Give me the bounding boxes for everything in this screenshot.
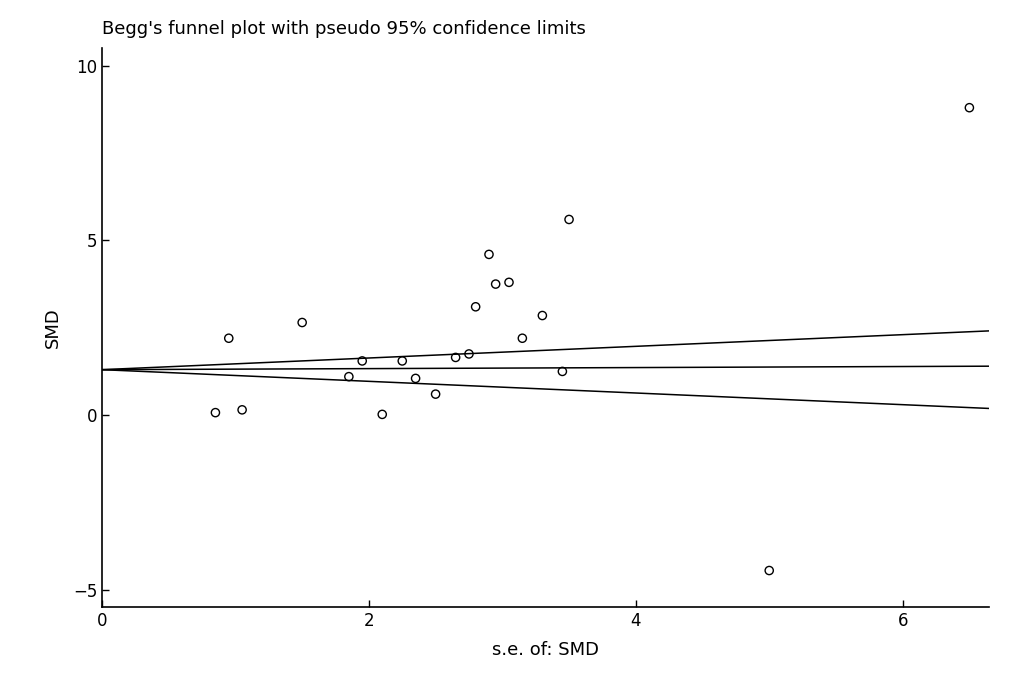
Point xyxy=(480,249,496,260)
Point xyxy=(393,355,410,366)
Point xyxy=(340,371,357,382)
Point xyxy=(220,333,236,344)
Point xyxy=(427,388,443,400)
Point xyxy=(960,102,976,113)
Point xyxy=(374,409,390,420)
Point xyxy=(293,317,310,328)
Point xyxy=(553,366,570,377)
Point xyxy=(514,333,530,344)
Point xyxy=(487,279,503,290)
Point xyxy=(447,352,464,363)
Point xyxy=(233,404,250,415)
Point xyxy=(407,373,423,384)
Point xyxy=(534,310,550,321)
Text: Begg's funnel plot with pseudo 95% confidence limits: Begg's funnel plot with pseudo 95% confi… xyxy=(102,21,585,39)
Y-axis label: SMD: SMD xyxy=(44,307,61,348)
Point xyxy=(354,355,370,366)
Point xyxy=(560,214,577,225)
Point xyxy=(207,407,223,418)
X-axis label: s.e. of: SMD: s.e. of: SMD xyxy=(492,641,598,659)
Point xyxy=(467,302,483,313)
Point xyxy=(760,565,776,576)
Point xyxy=(500,277,517,288)
Point xyxy=(461,348,477,359)
